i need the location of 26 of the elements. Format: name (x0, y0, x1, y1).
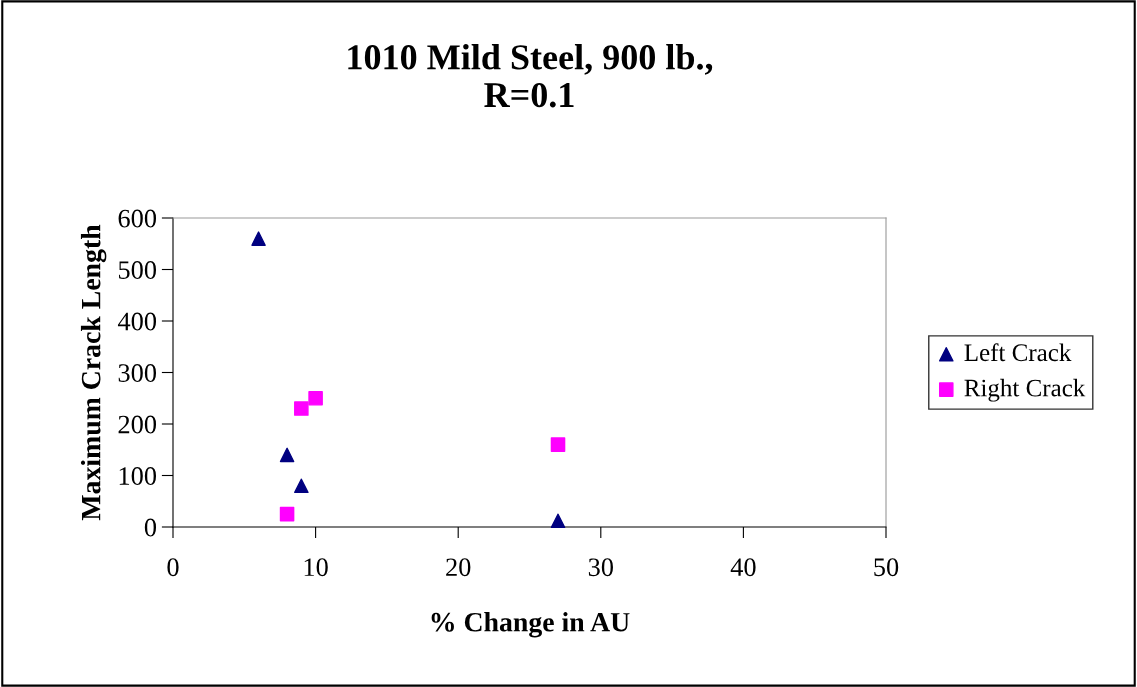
x-axis-title: % Change in AU (431, 612, 630, 638)
y-tick-label: 400 (117, 312, 157, 331)
y-tick-label: 500 (118, 261, 157, 279)
point (294, 401, 309, 416)
x-tick-label: 30 (588, 558, 613, 577)
x-tick-label: 50 (874, 558, 899, 577)
y-tick-label: 600 (118, 209, 157, 228)
point (279, 506, 295, 522)
y-tick-label: 200 (118, 415, 157, 434)
point (279, 447, 295, 463)
x-tick-label: 20 (446, 558, 471, 577)
point (251, 231, 266, 246)
point (550, 437, 566, 452)
chart-title: 1010 Mild Steel, 900 lb., R=0.1 (348, 44, 713, 108)
legend-label: Right Crack (964, 378, 1086, 402)
legend-label: Left Crack (964, 343, 1072, 362)
y-tick-label: 100 (119, 467, 157, 485)
point (294, 478, 309, 494)
x-tick-label: 0 (167, 558, 179, 577)
x-tick-label: 40 (730, 558, 756, 577)
y-tick-label: 0 (144, 518, 157, 537)
x-tick-label: 10 (304, 558, 328, 577)
y-axis-title: Maximum Crack Length (80, 224, 107, 521)
point (550, 513, 566, 529)
point (308, 390, 323, 406)
y-tick-label: 300 (118, 364, 157, 382)
